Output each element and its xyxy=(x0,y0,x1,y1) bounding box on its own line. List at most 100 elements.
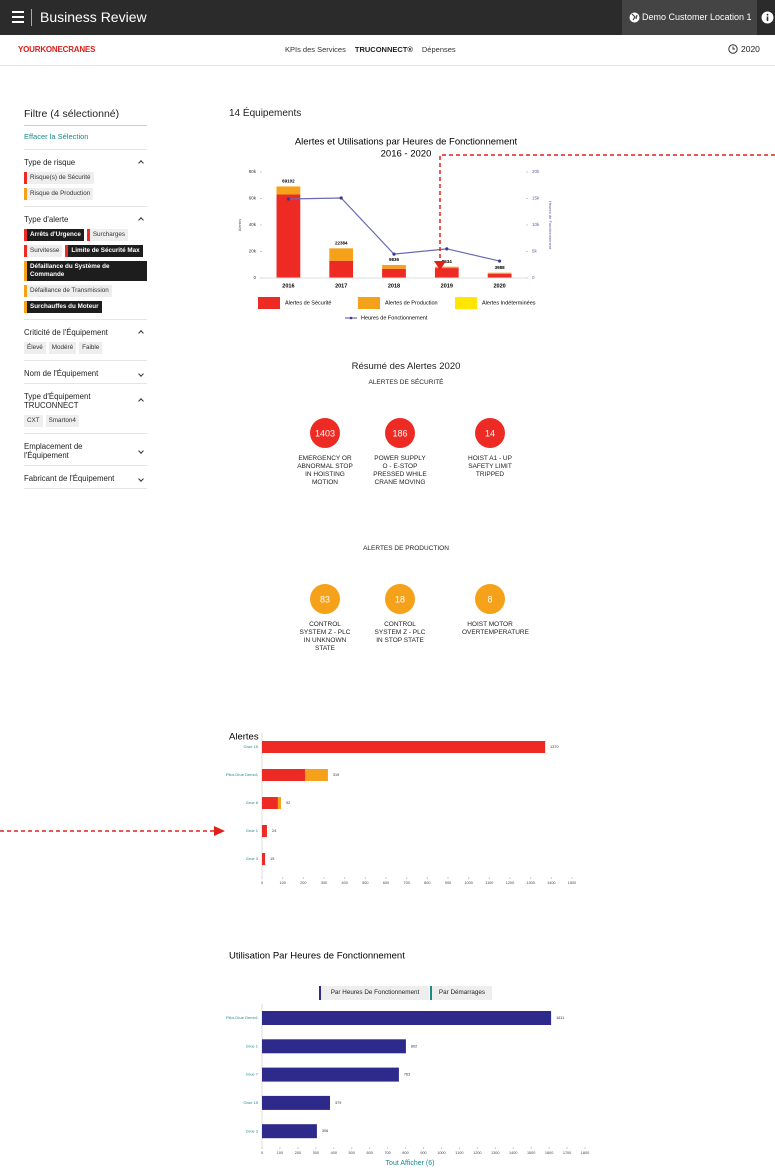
x-tick-label: 100 xyxy=(277,1151,283,1155)
y2-tick-label: 20k xyxy=(532,169,540,174)
y-tick-label: 60k xyxy=(249,196,257,201)
nav-tab[interactable]: KPIs des Services xyxy=(285,45,346,54)
app-title: Business Review xyxy=(40,9,147,25)
filter-group-name: Type d'alerte xyxy=(24,215,69,224)
filter-group-header[interactable]: Type de risque xyxy=(24,158,147,172)
divider xyxy=(31,9,32,26)
filter-chip[interactable]: Défaillance du Système de Commande xyxy=(24,261,147,281)
x-tick-label: 200 xyxy=(300,881,306,885)
bar-segment xyxy=(434,266,459,269)
sidebar: Filtre (4 sélectionné) Effacer la Sélecti… xyxy=(24,108,147,489)
x-tick-label: 2020 xyxy=(493,283,505,289)
bar xyxy=(262,741,546,753)
bar-segment xyxy=(382,264,406,269)
filter-chip[interactable]: Surchauffes du Moteur xyxy=(24,301,102,313)
x-tick-label: 2016 xyxy=(282,283,294,289)
bar-segment xyxy=(434,268,459,278)
category-label: Grue 15 xyxy=(244,1100,259,1105)
bar xyxy=(262,1095,331,1110)
legend-swatch xyxy=(258,297,280,309)
show-all-link[interactable]: Tout Afficher (6) xyxy=(385,1160,435,1167)
nav-tab[interactable]: TRUCONNECT® xyxy=(354,45,413,54)
bar-segment xyxy=(276,186,301,195)
line-point xyxy=(339,196,343,200)
equipment-count: 14 Équipements xyxy=(229,108,302,119)
x-tick-label: 900 xyxy=(445,881,451,885)
x-tick-label: 500 xyxy=(362,881,368,885)
alert-count-circle xyxy=(310,418,340,448)
filter-chip[interactable]: Smarton4 xyxy=(45,415,79,427)
bar-segment xyxy=(329,260,354,278)
alert-count: 18 xyxy=(395,594,405,604)
location-name[interactable]: Demo Customer Location 1 xyxy=(642,12,752,22)
bar xyxy=(304,769,328,781)
filter-group-name: Type de risque xyxy=(24,158,76,167)
bar xyxy=(262,825,267,837)
alert-count: 186 xyxy=(392,428,407,438)
clock-icon xyxy=(728,44,738,54)
filter-chip[interactable]: Surcharges xyxy=(86,229,129,241)
bar-total-label: 8534 xyxy=(442,259,453,264)
toggle-button[interactable]: Par Heures De Fonctionnement xyxy=(319,986,429,1000)
line-series xyxy=(288,197,500,262)
chart-title: Utilisation Par Heures de Fonctionnement xyxy=(229,951,405,962)
filter-chip[interactable]: Risque de Production xyxy=(24,188,94,200)
filter-group-header[interactable]: Criticité de l'Équipement xyxy=(24,328,147,342)
x-tick-label: 400 xyxy=(331,1151,337,1155)
filter-chip[interactable]: Survitesse xyxy=(24,245,63,257)
x-tick-label: 400 xyxy=(341,881,347,885)
category-label: Grue 1 xyxy=(246,828,259,833)
year-selector[interactable]: 2020 xyxy=(741,44,760,54)
line-point xyxy=(286,197,290,201)
menu-icon[interactable] xyxy=(12,11,26,23)
x-tick-label: 2019 xyxy=(441,283,453,289)
bar-total-label: 9836 xyxy=(389,257,400,262)
filter-chip[interactable]: Défaillance de Transmission xyxy=(24,285,112,297)
x-tick-label: 1200 xyxy=(473,1151,481,1155)
filter-chip[interactable]: Limite de Sécurité Max xyxy=(65,245,143,257)
category-label: Pilot-Grue Demo1 xyxy=(226,772,259,777)
info-icon[interactable] xyxy=(761,11,774,24)
category-label: Grue 3 xyxy=(246,856,259,861)
line-point xyxy=(445,247,449,251)
filter-chip[interactable]: Modéré xyxy=(48,342,77,354)
filter-group-header[interactable]: Nom de l'Équipement xyxy=(24,369,147,384)
bar-segment xyxy=(329,248,354,261)
x-tick-label: 600 xyxy=(383,881,389,885)
nav-tab[interactable]: Dépenses xyxy=(421,45,456,54)
x-tick-label: 1600 xyxy=(545,1151,553,1155)
y-tick-label: 40k xyxy=(249,222,257,227)
alert-count: 83 xyxy=(320,594,330,604)
x-tick-label: 1300 xyxy=(491,1151,499,1155)
filter-group-header[interactable]: Emplacement de l'Équipement xyxy=(24,442,147,466)
filter-chip[interactable]: CXT xyxy=(24,415,43,427)
x-tick-label: 1200 xyxy=(506,881,514,885)
x-tick-label: 600 xyxy=(366,1151,372,1155)
chart-subtitle: 2016 - 2020 xyxy=(381,149,432,160)
filter-chip[interactable]: Risque(s) de Sécurité xyxy=(24,172,94,184)
filter-group-header[interactable]: Fabricant de l'Équipement xyxy=(24,474,147,489)
brand[interactable]: YOURKONECRANES xyxy=(18,45,96,54)
bar-segment xyxy=(276,194,301,278)
filter-chip[interactable]: Élevé xyxy=(24,342,46,354)
bar-value-label: 802 xyxy=(411,1044,417,1048)
clear-selection[interactable]: Effacer la Sélection xyxy=(24,132,147,150)
bar xyxy=(277,797,282,809)
filter-chip[interactable]: Arrêts d'Urgence xyxy=(24,229,84,241)
category-label: Grue 3 xyxy=(246,1128,259,1133)
filter-title: Filtre (4 sélectionné) xyxy=(24,108,147,126)
x-tick-label: 100 xyxy=(279,881,285,885)
x-tick-label: 0 xyxy=(261,881,263,885)
toggle-button[interactable]: Par Démarrages xyxy=(430,986,492,1000)
filter-group-name: Fabricant de l'Équipement xyxy=(24,474,115,483)
x-tick-label: 0 xyxy=(261,1151,263,1155)
bar xyxy=(262,853,266,865)
filter-chip[interactable]: Faible xyxy=(79,342,103,354)
location-box[interactable] xyxy=(622,0,757,35)
x-tick-label: 800 xyxy=(402,1151,408,1155)
x-tick-label: 500 xyxy=(349,1151,355,1155)
filter-group-header[interactable]: Type d'alerte xyxy=(24,215,147,229)
filter-group-header[interactable]: Type d'Équipement TRUCONNECT xyxy=(24,392,147,415)
